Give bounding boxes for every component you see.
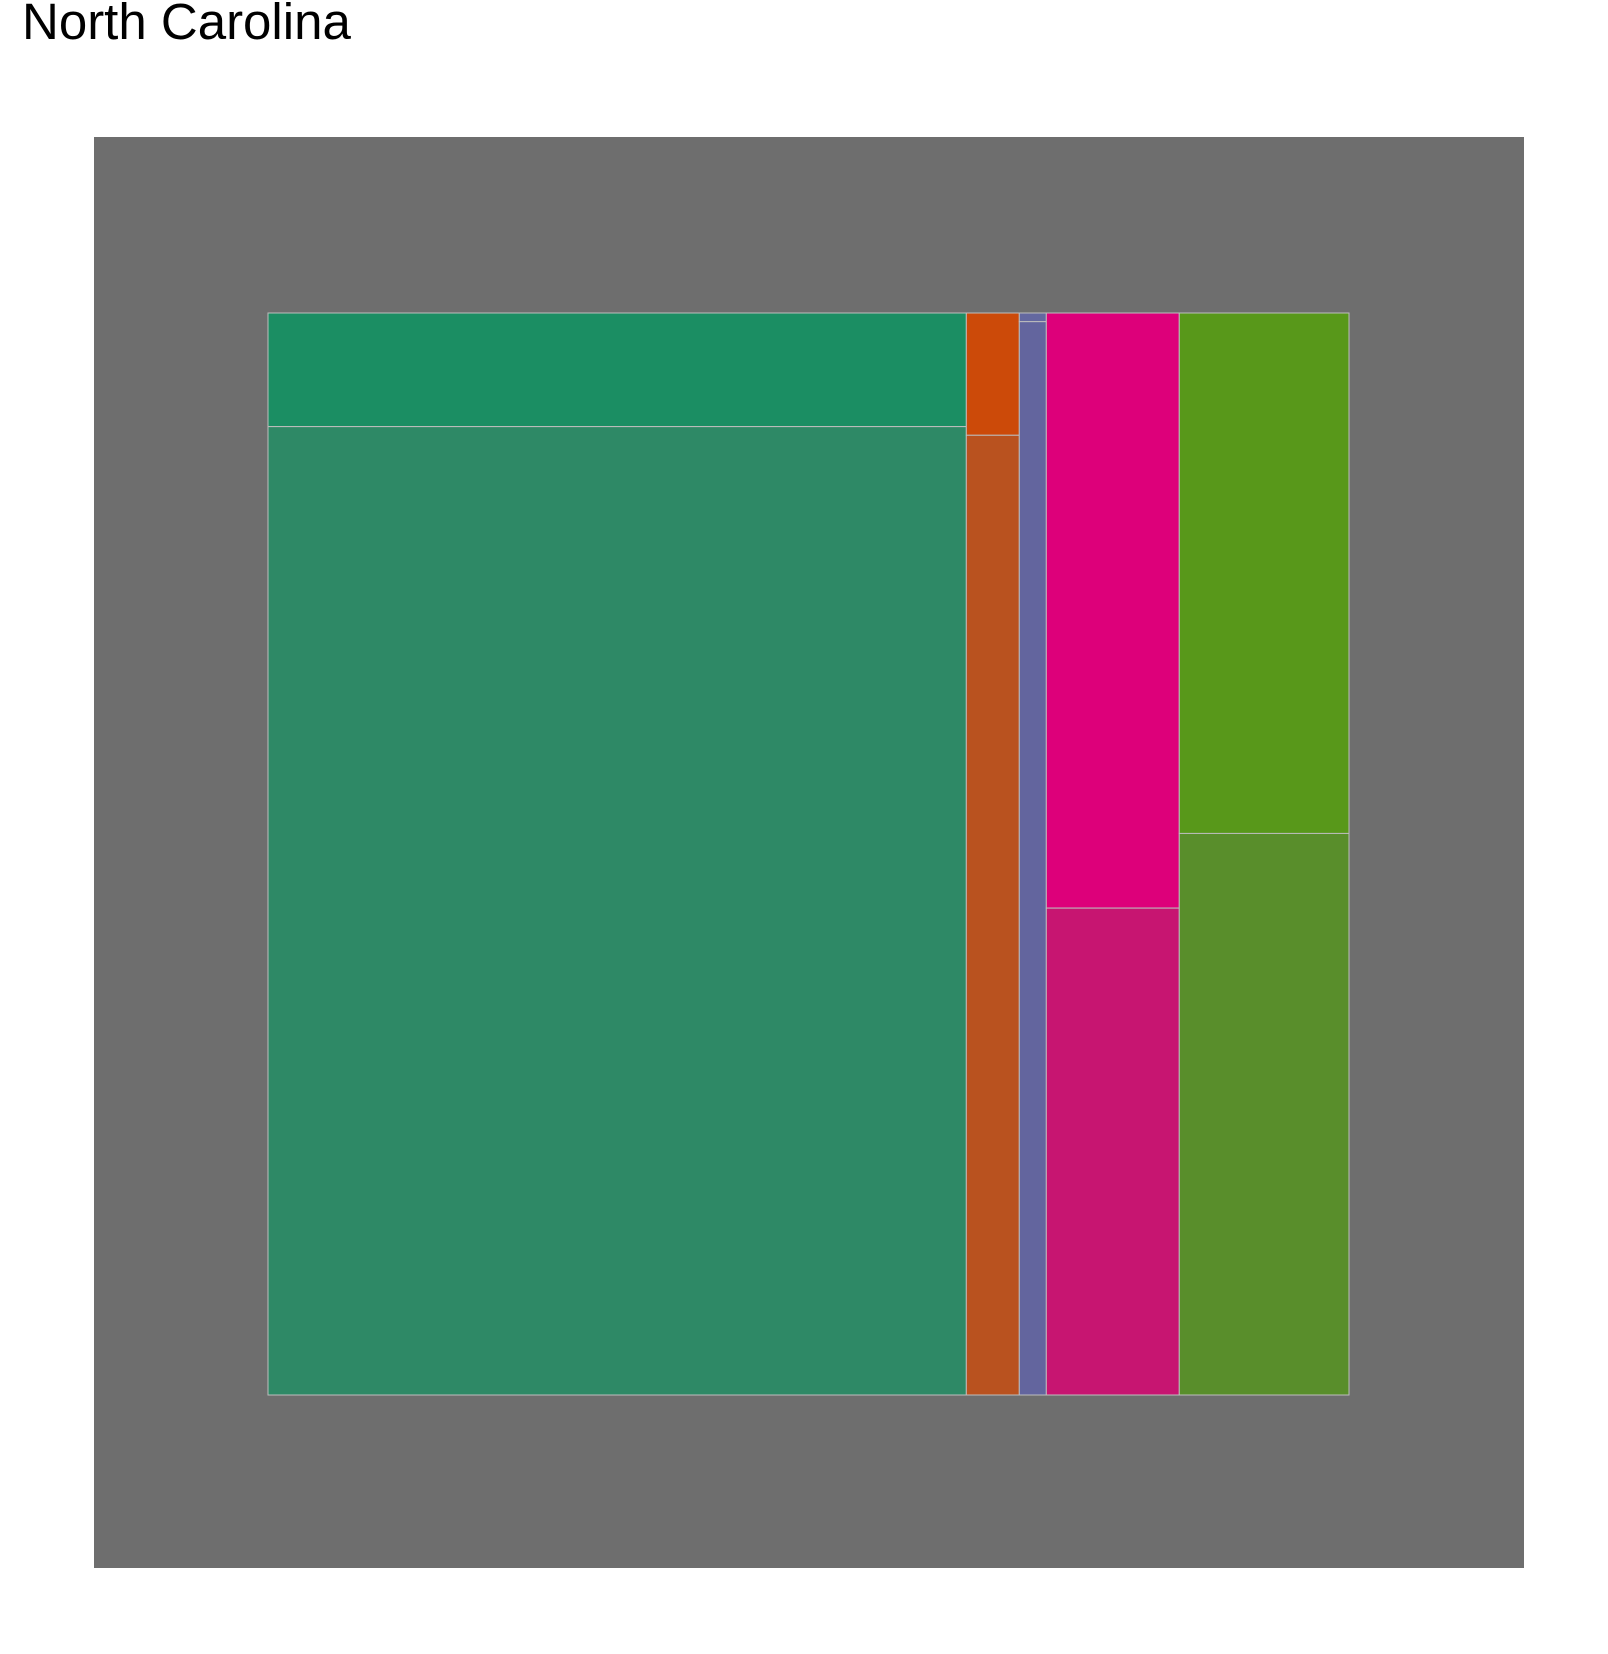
mosaic-tile-1-1 xyxy=(267,312,967,428)
mosaic-tile-5-2 xyxy=(1178,832,1350,1396)
mosaic-tile-2-1 xyxy=(965,312,1020,436)
mosaic-tile-4-1 xyxy=(1045,312,1180,909)
mosaic-tile-2-2 xyxy=(965,434,1020,1396)
mosaic-tile-1-2 xyxy=(267,426,967,1396)
mosaic-tile-3-2 xyxy=(1018,321,1047,1396)
mosaic-tiles xyxy=(267,312,1350,1396)
mosaic-tile-5-1 xyxy=(1178,312,1350,834)
mosaic-tile-4-2 xyxy=(1045,907,1180,1396)
mosaic-tile-3-1 xyxy=(1018,312,1047,323)
chart-title: North Carolina xyxy=(22,0,351,50)
